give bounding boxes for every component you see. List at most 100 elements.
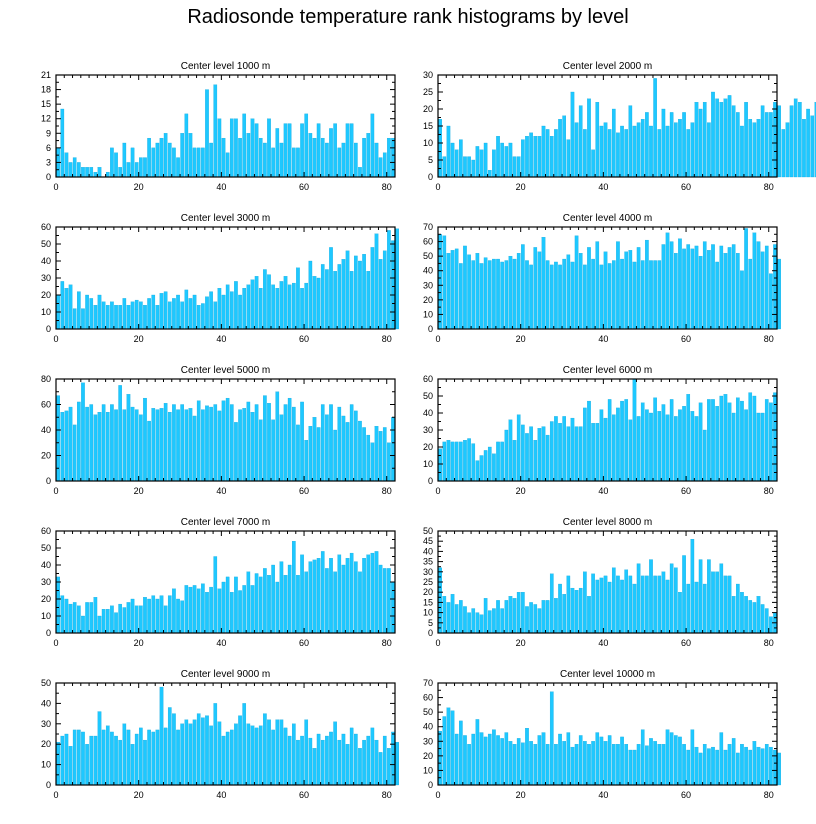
bar [516,156,521,178]
y-tick-label: 0 [428,324,433,334]
x-tick-label: 80 [382,334,392,344]
bar [479,732,484,786]
x-tick-label: 60 [299,486,309,496]
panel-9: Center level 9000 m 0 20 40 60 80 0 10 20 30 40 50 [41,669,399,800]
bar [649,125,653,178]
y-tick-label: 40 [423,408,433,418]
bar [60,735,65,786]
bar [764,608,769,634]
panel-8: Center level 8000 m0 20 40 60 80051015202530… [423,517,778,648]
bar [325,269,329,330]
bar [209,406,213,482]
bar [475,146,480,178]
y-tick-label: 5 [428,155,433,165]
bar [541,237,546,330]
bar [296,575,300,634]
bar [229,291,234,330]
bar [93,171,98,178]
bar [85,406,89,482]
bar [242,585,247,634]
bar [114,409,118,482]
bar [172,588,176,634]
bar [291,282,296,330]
y-tick-label: 40 [41,560,51,570]
y-tick-label: 5 [428,618,433,628]
bar [122,409,127,482]
bar [487,610,492,634]
bar [496,735,500,786]
bar [254,727,259,786]
bar [438,448,442,482]
bar [151,595,156,634]
bar [275,581,280,634]
bar [201,303,205,330]
bar [715,261,719,330]
bar [184,289,189,330]
bar [134,605,139,634]
bar [665,729,670,786]
bar [180,133,185,178]
bar [362,254,366,330]
bar [176,729,180,786]
bar [114,305,118,330]
bar [349,271,354,330]
bar [496,136,500,178]
bar [512,258,517,330]
bar [221,294,226,330]
panel-title: Center level 8000 m [563,517,653,528]
bar [192,147,197,178]
bar [68,284,73,330]
bar [467,438,471,482]
bar [723,394,728,482]
bar [611,108,616,178]
bar [370,113,375,178]
bar [275,391,280,482]
bar [611,744,616,786]
bar [217,288,222,330]
bar [690,248,695,330]
bar [341,142,346,178]
bar [374,551,379,634]
bar [690,122,695,178]
bar [661,744,666,786]
bar [611,260,616,330]
bar [694,102,699,178]
bar [85,167,89,178]
bar [632,261,637,330]
bar [238,715,242,786]
bar [723,253,728,330]
bar [682,744,686,786]
bar [512,744,517,786]
bar [686,129,691,178]
bar [467,612,471,634]
bar [163,291,168,330]
bar [217,118,222,178]
y-tick-label: 10 [41,611,51,621]
bar [316,427,321,482]
bar [574,235,579,330]
bar [362,427,366,482]
bar [562,115,567,178]
bar [583,741,587,786]
bar [736,112,740,178]
bar [537,428,542,482]
bar [77,605,81,634]
bar [151,408,156,482]
bar [566,575,571,634]
bar [707,122,711,178]
bar [391,417,395,482]
bar [238,294,242,330]
bar [213,404,218,482]
bar [719,245,724,330]
y-tick-label: 15 [423,597,433,607]
bar [275,719,280,786]
bar [669,563,674,634]
bar [382,568,387,634]
x-tick-label: 60 [299,182,309,192]
bar [122,142,127,178]
bar [640,575,645,634]
bar [587,247,591,330]
bar [279,719,284,786]
bar [806,108,810,178]
bar [752,395,757,482]
